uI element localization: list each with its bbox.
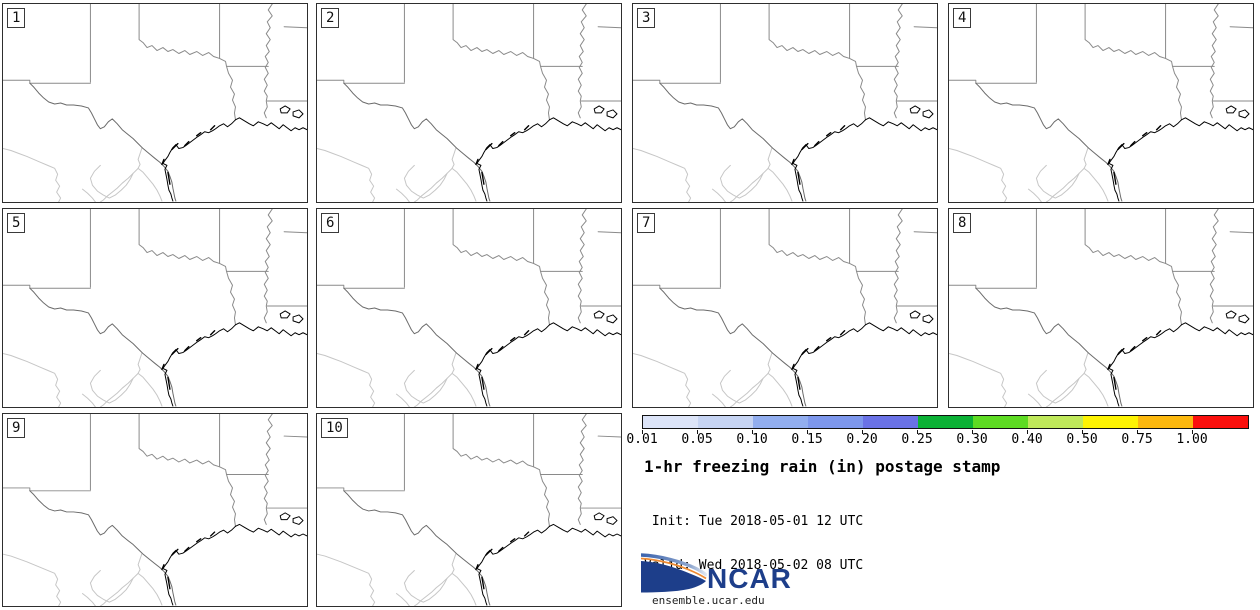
panel-number: 5 [12,215,21,231]
colorbar-segment [918,416,973,428]
colorbar-tick [807,430,808,434]
colorbar-tick [1137,430,1138,434]
map-panel-9: 9 [2,413,308,607]
ncar-logo-text: NCAR [707,563,792,594]
texas-basemap [633,209,937,407]
ensemble-url-text: ensemble.ucar.edu [652,594,765,607]
colorbar-tick-label: 0.30 [956,432,988,447]
texas-basemap [317,414,621,606]
colorbar-tick [917,430,918,434]
colorbar-tick-label: 0.10 [736,432,768,447]
colorbar-segment [753,416,808,428]
colorbar-tick [1027,430,1028,434]
map-panel-5: 5 [2,208,308,408]
panel-number-badge: 5 [7,213,26,233]
colorbar-tick [862,430,863,434]
valid-line: Valid: Wed 2018-05-02 08 UTC [644,557,864,573]
map-panel-2: 2 [316,3,622,203]
panel-number: 1 [12,10,21,26]
colorbar-tick-label: 0.50 [1066,432,1098,447]
colorbar-tick-label: 0.25 [901,432,933,447]
colorbar-tick [1082,430,1083,434]
colorbar-segment [1193,416,1248,428]
colorbar-segment [1138,416,1193,428]
panel-number-badge: 1 [7,8,26,28]
panel-number-badge: 9 [7,418,26,438]
colorbar-tick [1192,430,1193,434]
panel-number-badge: 3 [637,8,656,28]
map-panel-3: 3 [632,3,938,203]
colorbar-tick [697,430,698,434]
init-valid-text: Init: Tue 2018-05-01 12 UTC Valid: Wed 2… [644,486,863,602]
colorbar-segment [808,416,863,428]
panel-number: 4 [958,10,967,26]
colorbar-segment [1083,416,1138,428]
texas-basemap [317,209,621,407]
panel-number-badge: 8 [953,213,972,233]
legend-block: 0.01 0.05 0.10 0.15 0.20 0.25 0.30 0.40 0.50 0.75… [626,413,1260,610]
map-panel-6: 6 [316,208,622,408]
texas-basemap [3,4,307,202]
colorbar-tick-label: 0.40 [1011,432,1043,447]
map-panel-10: 10 [316,413,622,607]
panel-number: 9 [12,420,21,436]
panel-number: 3 [642,10,651,26]
colorbar-tick [752,430,753,434]
texas-basemap [633,4,937,202]
colorbar-tick [642,430,643,434]
panel-number: 10 [326,420,343,436]
init-line: Init: Tue 2018-05-01 12 UTC [644,514,864,529]
map-panel-7: 7 [632,208,938,408]
map-panel-4: 4 [948,3,1254,203]
texas-basemap [3,414,307,606]
panel-number: 7 [642,215,651,231]
ncar-logo-icon [641,553,707,593]
map-panel-1: 1 [2,3,308,203]
colorbar-segment [1028,416,1083,428]
panel-number-badge: 4 [953,8,972,28]
colorbar-tick-label: 0.01 [626,432,658,447]
colorbar-segment [643,416,698,428]
texas-basemap [317,4,621,202]
texas-basemap [949,209,1253,407]
panel-number-badge: 10 [321,418,348,438]
panel-number: 6 [326,215,335,231]
texas-basemap [949,4,1253,202]
panel-number: 8 [958,215,967,231]
colorbar-segment [973,416,1028,428]
colorbar-tick-label: 0.75 [1121,432,1153,447]
texas-basemap [3,209,307,407]
colorbar [642,415,1249,429]
panel-number-badge: 6 [321,213,340,233]
colorbar-tick-label: 0.20 [846,432,878,447]
panel-number-badge: 7 [637,213,656,233]
colorbar-tick-label: 0.15 [791,432,823,447]
colorbar-tick-label: 1.00 [1176,432,1208,447]
panel-number: 2 [326,10,335,26]
panel-number-badge: 2 [321,8,340,28]
colorbar-tick [972,430,973,434]
colorbar-segment [698,416,753,428]
colorbar-segment [863,416,918,428]
map-panel-8: 8 [948,208,1254,408]
figure-title: 1-hr freezing rain (in) postage stamp [644,457,1001,476]
colorbar-tick-label: 0.05 [681,432,713,447]
